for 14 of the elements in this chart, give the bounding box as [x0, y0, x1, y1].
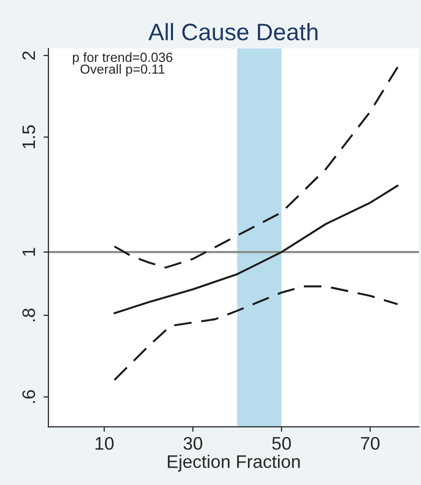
x-tick-label: 30	[184, 437, 202, 450]
x-tick-label: 70	[361, 437, 380, 450]
y-tick-label: 1	[22, 248, 35, 256]
x-tick-label: 10	[96, 437, 114, 450]
chart-title: All Cause Death	[148, 23, 318, 40]
x-axis-title: Ejection Fraction	[168, 454, 300, 472]
y-tick-label: .8	[22, 308, 36, 322]
y-tick-label: 1.5	[22, 125, 36, 148]
line-series	[113, 285, 399, 381]
line-series	[113, 184, 399, 314]
y-tick-label: 2	[22, 51, 35, 60]
y-tick-label: .6	[22, 390, 36, 403]
x-tick-label: 50	[272, 437, 291, 450]
annotation: p for trend=0.036 Overall p=0.11	[72, 52, 172, 76]
